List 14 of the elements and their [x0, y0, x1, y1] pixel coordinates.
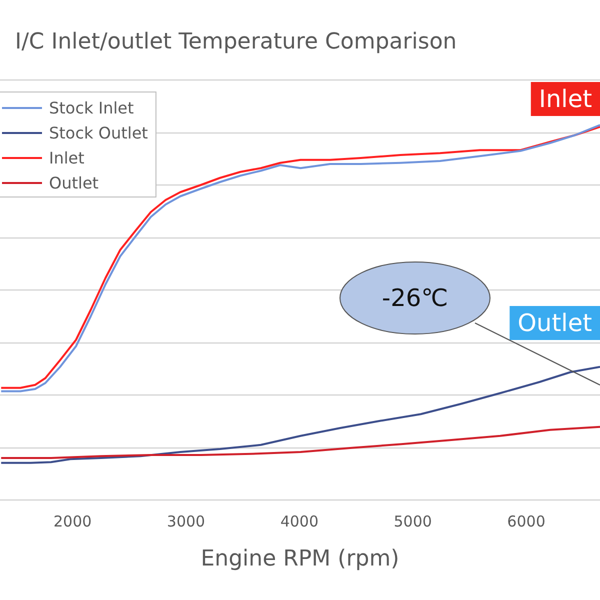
x-axis-title: Engine RPM (rpm): [200, 546, 400, 572]
legend-label: Outlet: [49, 174, 99, 192]
x-tick-label: 4000: [280, 512, 319, 530]
annotation: -26℃: [380, 283, 450, 314]
text: Inlet: [538, 85, 592, 113]
x-tick-label: 6000: [507, 512, 546, 530]
legend-label: Stock Inlet: [49, 98, 134, 118]
legend-label: Stock Outlet: [49, 124, 148, 142]
x-tick-label: 3000: [166, 512, 206, 530]
annotation: Outlet: [518, 309, 592, 337]
legend-label: Inlet: [49, 148, 84, 168]
x-tick-label: 2000: [53, 512, 92, 530]
x-tick-label: 5000: [394, 512, 432, 530]
chart-title: I/C Inlet/outlet Temperature Comparison: [15, 30, 457, 54]
